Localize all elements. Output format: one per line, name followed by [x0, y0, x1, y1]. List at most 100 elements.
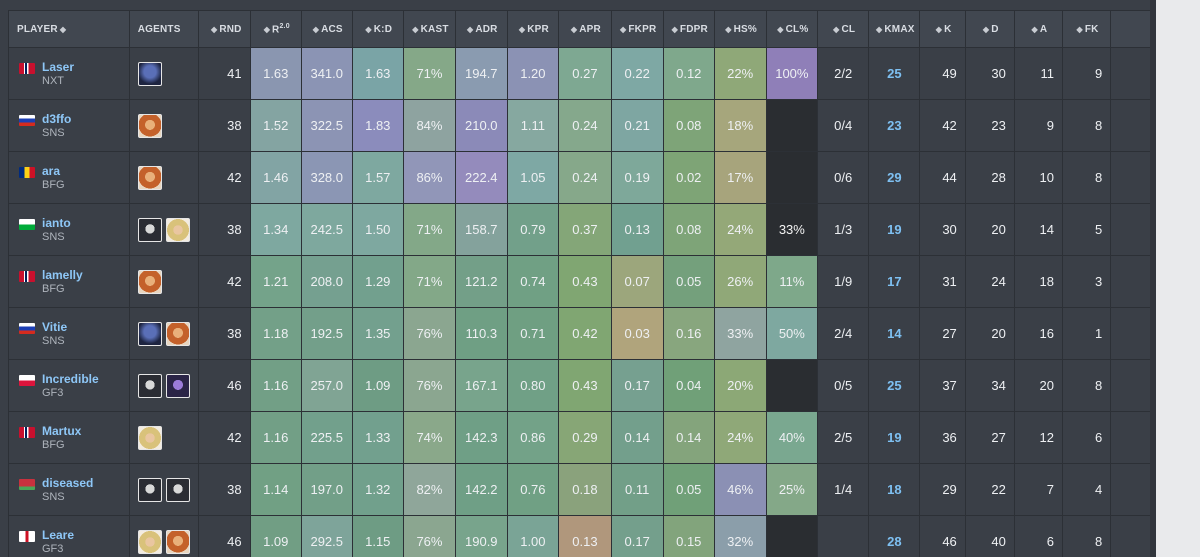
agents-cell — [128, 411, 200, 464]
kmax-cell: 28 — [868, 515, 921, 557]
sort-arrows-icon: ◆ — [412, 24, 419, 34]
flag-poland-icon — [19, 374, 35, 386]
player-info: diseased SNS — [42, 476, 93, 504]
rnd-cell: 46 — [198, 359, 251, 412]
player-name[interactable]: ianto — [42, 215, 71, 230]
kmax-cell: 25 — [868, 359, 921, 412]
col-header-label: FK — [1084, 23, 1099, 35]
col-header-kpr[interactable]: ◆ KPR — [506, 10, 560, 48]
d-cell: 22 — [964, 463, 1015, 516]
cl-cell: 2/5 — [817, 411, 870, 464]
clp-cell — [765, 151, 819, 204]
k-cell: 37 — [919, 359, 966, 412]
fkpr-cell: 0.17 — [610, 515, 664, 557]
fkpr-cell: 0.14 — [610, 411, 664, 464]
col-header-hs[interactable]: ◆ HS% — [713, 10, 767, 48]
col-header-kd[interactable]: ◆ K:D — [351, 10, 404, 48]
clp-cell — [765, 515, 819, 557]
apr-cell: 0.27 — [558, 47, 612, 100]
player-stats-table: PLAYER ◆ AGENTS ◆ RND ◆ R2.0 ◆ ACS ◆ K:D ◆ KAS… — [8, 10, 1156, 557]
acs-cell: 328.0 — [300, 151, 353, 204]
kast-cell: 76% — [402, 307, 456, 360]
col-header-cl[interactable]: ◆ CL — [817, 10, 870, 48]
col-header-clp[interactable]: ◆ CL% — [765, 10, 819, 48]
col-header-d[interactable]: ◆ D — [964, 10, 1015, 48]
table-row: Laser NXT 41 1.63 341.0 1.63 71% 194.7 1.20 0.27 0… — [8, 47, 1156, 100]
col-header-kast[interactable]: ◆ KAST — [402, 10, 456, 48]
sort-arrows-icon: ◆ — [570, 24, 578, 34]
player-cell[interactable]: lamelly BFG — [8, 255, 130, 308]
extra-cell — [1110, 99, 1156, 152]
col-header-rnd[interactable]: ◆ RND — [198, 10, 251, 48]
k-cell: 31 — [919, 255, 966, 308]
kmax-cell: 19 — [868, 203, 921, 256]
agent-dark-mask-icon — [165, 477, 190, 502]
col-header-player[interactable]: PLAYER ◆ — [8, 10, 130, 48]
vertical-scrollbar[interactable] — [1150, 0, 1156, 557]
player-cell[interactable]: Leare GF3 — [8, 515, 130, 557]
kpr-cell: 0.79 — [506, 203, 560, 256]
rating-cell: 1.16 — [249, 411, 302, 464]
hs-cell: 20% — [713, 359, 767, 412]
k-cell: 30 — [919, 203, 966, 256]
col-header-fk[interactable]: ◆ FK — [1061, 10, 1112, 48]
player-name[interactable]: Incredible — [42, 371, 99, 386]
player-name[interactable]: Laser — [42, 59, 75, 74]
player-info: lamelly BFG — [42, 268, 83, 296]
player-cell[interactable]: ara BFG — [8, 151, 130, 204]
player-name[interactable]: Vitie — [42, 319, 68, 334]
col-header-kmax[interactable]: ◆ KMAX — [868, 10, 921, 48]
player-cell[interactable]: Incredible GF3 — [8, 359, 130, 412]
fk-cell: 8 — [1061, 151, 1112, 204]
kmax-cell: 14 — [868, 307, 921, 360]
agent-dark-mask-icon — [137, 217, 162, 242]
col-header-apr[interactable]: ◆ APR — [558, 10, 612, 48]
cl-cell: 0/6 — [817, 151, 870, 204]
kast-cell: 71% — [402, 47, 456, 100]
col-header-fdpr[interactable]: ◆ FDPR — [662, 10, 715, 48]
player-name[interactable]: Leare — [42, 527, 75, 542]
player-cell[interactable]: d3ffo SNS — [8, 99, 130, 152]
flag-russia-icon — [19, 322, 35, 334]
col-header-label: ADR — [475, 23, 498, 35]
extra-cell — [1110, 463, 1156, 516]
kpr-cell: 0.76 — [506, 463, 560, 516]
player-cell[interactable]: diseased SNS — [8, 463, 130, 516]
fkpr-cell: 0.19 — [610, 151, 664, 204]
k-cell: 44 — [919, 151, 966, 204]
player-cell[interactable]: Vitie SNS — [8, 307, 130, 360]
cl-cell — [817, 515, 870, 557]
hs-cell: 24% — [713, 203, 767, 256]
sort-arrows-icon: ◆ — [982, 24, 990, 34]
col-header-rating[interactable]: ◆ R2.0 — [249, 10, 302, 48]
col-header-fkpr[interactable]: ◆ FKPR — [610, 10, 664, 48]
col-header-adr[interactable]: ◆ ADR — [454, 10, 508, 48]
k-cell: 36 — [919, 411, 966, 464]
player-cell[interactable]: Laser NXT — [8, 47, 130, 100]
player-cell[interactable]: Martux BFG — [8, 411, 130, 464]
a-cell: 20 — [1013, 359, 1063, 412]
cl-cell: 0/4 — [817, 99, 870, 152]
kd-cell: 1.35 — [351, 307, 404, 360]
a-cell: 14 — [1013, 203, 1063, 256]
kast-cell: 71% — [402, 255, 456, 308]
sort-arrows-icon: ◆ — [365, 24, 372, 34]
player-cell[interactable]: ianto SNS — [8, 203, 130, 256]
kd-cell: 1.83 — [351, 99, 404, 152]
fkpr-cell: 0.07 — [610, 255, 664, 308]
col-header-acs[interactable]: ◆ ACS — [300, 10, 353, 48]
col-header-label: KAST — [420, 23, 449, 35]
fk-cell: 4 — [1061, 463, 1112, 516]
agent-blue-hood-icon — [137, 321, 162, 346]
player-name[interactable]: d3ffo — [42, 111, 72, 126]
player-name[interactable]: diseased — [42, 475, 94, 490]
player-name[interactable]: Martux — [42, 423, 82, 438]
hs-cell: 18% — [713, 99, 767, 152]
col-header-k[interactable]: ◆ K — [919, 10, 966, 48]
kpr-cell: 1.11 — [506, 99, 560, 152]
player-name[interactable]: ara — [42, 163, 61, 178]
table-row: d3ffo SNS 38 1.52 322.5 1.83 84% 210.0 1.11 0.24 0… — [8, 99, 1156, 152]
table-row: Incredible GF3 46 1.16 257.0 1.09 76% 167.1 0.80… — [8, 359, 1156, 412]
col-header-a[interactable]: ◆ A — [1013, 10, 1063, 48]
player-name[interactable]: lamelly — [42, 267, 83, 282]
